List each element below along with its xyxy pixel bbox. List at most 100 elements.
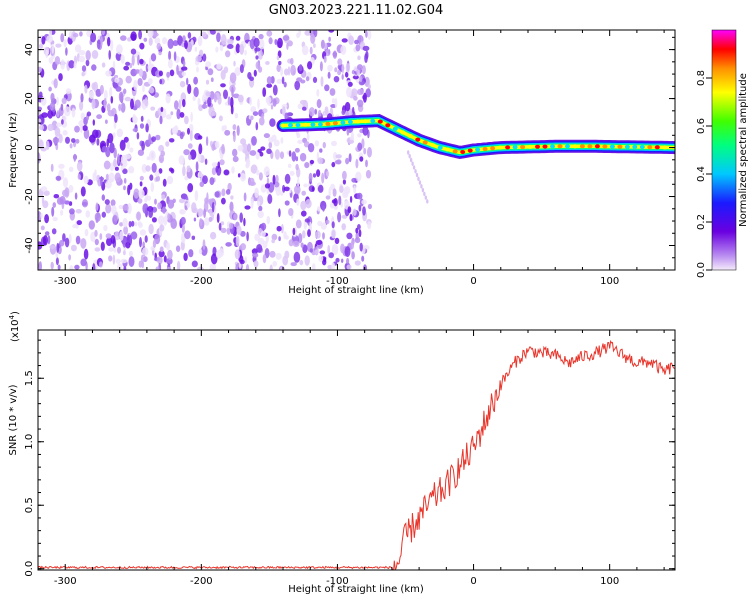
noise-blob <box>104 199 110 205</box>
noise-blob <box>65 47 68 56</box>
noise-blob <box>347 139 355 144</box>
noise-blob <box>219 159 225 166</box>
snr-yscale-close: ) <box>10 311 21 315</box>
snr-series-line <box>38 339 675 570</box>
noise-blob <box>149 150 156 161</box>
noise-blob <box>137 198 143 204</box>
noise-blob <box>243 217 246 227</box>
snr-ylabel: SNR (10 * v/v) <box>8 384 19 455</box>
noise-blob <box>136 132 140 140</box>
noise-blob <box>187 32 192 39</box>
ridge-peak <box>415 137 421 142</box>
noise-blob <box>216 63 222 70</box>
noise-blob <box>307 143 315 153</box>
noise-blob <box>284 173 291 184</box>
noise-blob <box>54 127 61 137</box>
colorbar-tick-label: 0.4 <box>696 166 707 182</box>
noise-blob <box>157 256 163 265</box>
noise-blob <box>197 171 203 178</box>
noise-blob <box>174 100 179 110</box>
noise-blob <box>264 183 271 189</box>
noise-streak <box>415 172 419 178</box>
noise-blob <box>103 225 108 232</box>
noise-blob <box>155 134 161 141</box>
noise-blob <box>48 86 52 92</box>
noise-blob <box>234 112 239 119</box>
figure-title: GN03.2023.221.11.02.G04 <box>269 3 444 18</box>
noise-blob <box>79 50 86 56</box>
snr-yscale: (x104) <box>8 311 21 342</box>
noise-blob <box>199 49 204 57</box>
noise-blob <box>140 254 144 264</box>
noise-blob <box>296 198 300 206</box>
noise-blob <box>68 254 71 261</box>
noise-blob <box>92 263 96 270</box>
noise-blob <box>256 169 260 176</box>
noise-blob <box>337 211 342 223</box>
noise-blob <box>358 35 362 46</box>
noise-blob <box>309 248 313 253</box>
noise-blob <box>258 33 264 40</box>
noise-blob <box>290 64 296 76</box>
noise-blob <box>225 242 232 247</box>
noise-blob <box>129 147 134 153</box>
noise-blob <box>239 64 244 74</box>
noise-blob <box>233 131 236 143</box>
ridge-peak <box>520 145 526 150</box>
noise-blob <box>133 79 138 91</box>
noise-blob <box>290 57 294 65</box>
noise-blob <box>341 223 347 231</box>
noise-blob <box>347 206 352 214</box>
noise-blob <box>351 251 355 260</box>
noise-blob <box>123 185 126 191</box>
noise-blob <box>101 211 107 218</box>
noise-blob <box>224 129 231 136</box>
noise-blob <box>162 178 167 187</box>
noise-blob <box>277 37 283 49</box>
noise-blob <box>112 215 118 225</box>
noise-blob <box>357 142 363 151</box>
noise-blob <box>275 174 279 184</box>
noise-blob <box>274 149 280 160</box>
noise-blob <box>141 140 146 151</box>
noise-blob <box>81 65 87 72</box>
noise-blob <box>276 64 282 72</box>
noise-blob <box>154 170 160 177</box>
noise-blob <box>68 60 75 69</box>
noise-blob <box>96 114 102 120</box>
noise-blob <box>151 162 157 173</box>
noise-blob <box>308 107 315 117</box>
colorbar-gradient <box>711 29 737 271</box>
noise-blob <box>94 212 101 222</box>
y-tick-label: -40 <box>24 237 35 253</box>
noise-blob <box>158 144 165 153</box>
noise-blob <box>207 198 215 203</box>
ridge-peak <box>497 145 503 150</box>
noise-blob <box>290 262 297 267</box>
noise-blob <box>187 143 193 149</box>
noise-blob <box>252 252 259 258</box>
noise-blob <box>114 231 121 241</box>
noise-blob <box>152 239 157 248</box>
noise-blob <box>357 55 361 61</box>
noise-blob <box>106 237 113 247</box>
noise-blob <box>178 198 185 204</box>
noise-blob <box>182 165 186 177</box>
noise-blob <box>339 185 344 193</box>
noise-blob <box>167 38 174 49</box>
noise-blob <box>201 245 208 256</box>
noise-blob <box>331 140 337 147</box>
noise-blob <box>253 37 260 48</box>
noise-blob <box>229 201 234 212</box>
noise-blob <box>249 96 252 106</box>
noise-blob <box>103 160 111 170</box>
noise-blob <box>188 249 194 258</box>
noise-blob <box>62 130 68 136</box>
noise-blob <box>63 38 67 48</box>
noise-blob <box>90 32 97 43</box>
noise-blob <box>110 39 114 51</box>
noise-blob <box>234 249 241 260</box>
noise-blob <box>60 209 64 216</box>
noise-blob <box>193 76 199 85</box>
noise-streak <box>424 195 428 200</box>
